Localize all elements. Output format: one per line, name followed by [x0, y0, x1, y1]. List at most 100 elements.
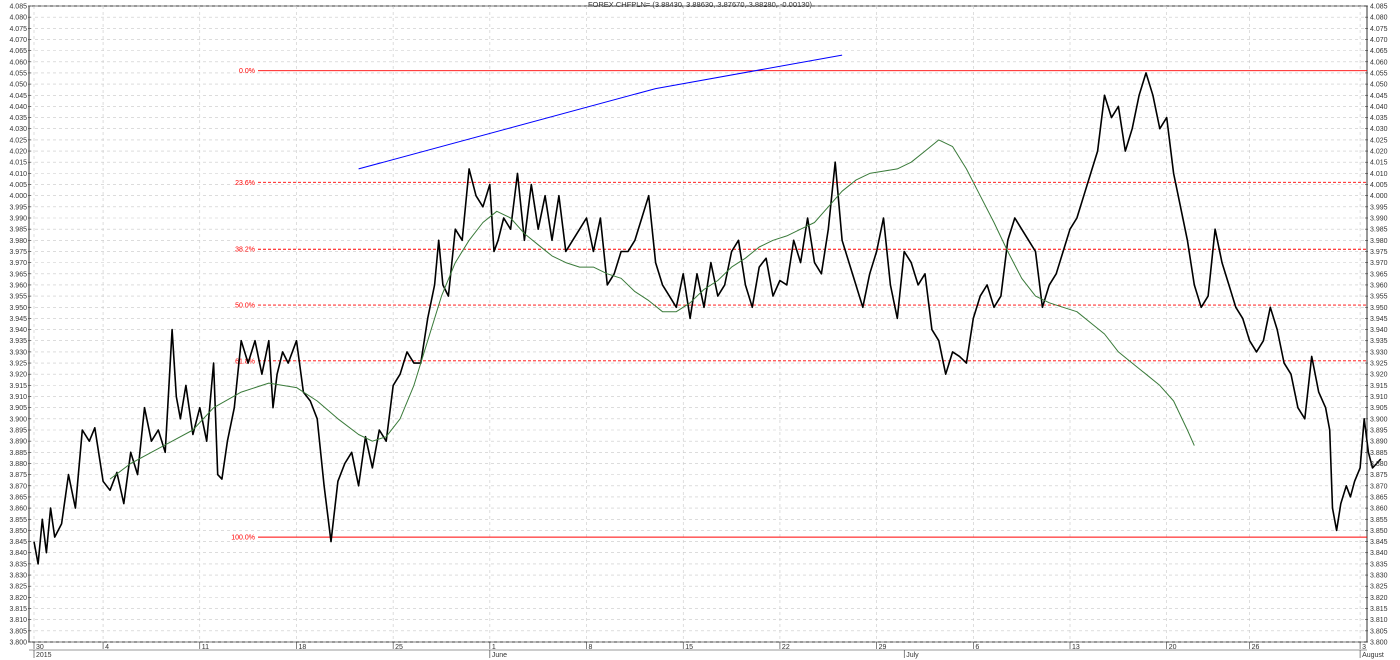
y-tick-label-right: 4.075 — [1370, 26, 1388, 33]
y-tick-label-right: 3.845 — [1370, 539, 1388, 546]
y-tick-label-right: 3.935 — [1370, 338, 1388, 345]
y-tick-label-left: 3.865 — [9, 494, 27, 501]
y-tick-label-left: 3.920 — [9, 372, 27, 379]
y-tick-label-left: 3.915 — [9, 383, 27, 390]
y-tick-label-right: 3.875 — [1370, 472, 1388, 479]
y-tick-label-left: 4.085 — [9, 4, 27, 11]
y-tick-label-left: 4.055 — [9, 70, 27, 77]
x-tick-label: 25 — [395, 644, 403, 651]
y-tick-label-right: 3.850 — [1370, 528, 1388, 535]
y-tick-label-left: 4.080 — [9, 15, 27, 22]
y-tick-label-left: 3.805 — [9, 628, 27, 635]
y-tick-label-left: 3.910 — [9, 394, 27, 401]
x-period-label: July — [906, 652, 919, 659]
y-tick-label-left: 3.960 — [9, 282, 27, 289]
y-tick-label-right: 3.900 — [1370, 416, 1388, 423]
y-tick-label-right: 4.010 — [1370, 171, 1388, 178]
y-tick-label-left: 3.905 — [9, 405, 27, 412]
x-tick-label: 15 — [685, 644, 693, 651]
y-tick-label-left: 3.870 — [9, 483, 27, 490]
y-tick-label-right: 4.015 — [1370, 160, 1388, 167]
x-tick-label: 13 — [1072, 644, 1080, 651]
y-tick-label-left: 3.845 — [9, 539, 27, 546]
chart-title: FOREX CHFPLN= (3.88430, 3.88630, 3.87670… — [588, 0, 813, 9]
y-tick-label-right: 3.800 — [1370, 640, 1388, 647]
fib-level-label: 23.6% — [235, 180, 255, 187]
y-tick-label-left: 4.040 — [9, 104, 27, 111]
y-tick-label-right: 3.810 — [1370, 617, 1388, 624]
y-tick-label-left: 3.890 — [9, 439, 27, 446]
y-tick-label-left: 3.855 — [9, 517, 27, 524]
x-tick-label: 3 — [1362, 644, 1366, 651]
y-tick-label-left: 4.035 — [9, 115, 27, 122]
y-tick-label-right: 3.920 — [1370, 372, 1388, 379]
y-tick-label-right: 4.055 — [1370, 70, 1388, 77]
y-tick-label-right: 3.915 — [1370, 383, 1388, 390]
y-tick-label-right: 3.975 — [1370, 249, 1388, 256]
y-tick-label-right: 3.940 — [1370, 327, 1388, 334]
y-tick-label-right: 4.020 — [1370, 149, 1388, 156]
y-tick-label-right: 4.085 — [1370, 4, 1388, 11]
y-tick-label-left: 3.900 — [9, 416, 27, 423]
y-tick-label-right: 4.030 — [1370, 126, 1388, 133]
y-tick-label-left: 4.075 — [9, 26, 27, 33]
plot-area — [28, 5, 1368, 643]
y-tick-label-left: 4.065 — [9, 48, 27, 55]
y-tick-label-left: 3.835 — [9, 561, 27, 568]
y-tick-label-right: 3.890 — [1370, 439, 1388, 446]
y-tick-label-left: 3.945 — [9, 316, 27, 323]
y-tick-label-right: 3.925 — [1370, 361, 1388, 368]
y-tick-label-right: 3.815 — [1370, 606, 1388, 613]
y-tick-label-right: 4.025 — [1370, 137, 1388, 144]
y-tick-label-left: 3.850 — [9, 528, 27, 535]
y-tick-label-left: 3.810 — [9, 617, 27, 624]
x-period-label: June — [492, 652, 507, 659]
series-line — [358, 54, 843, 170]
y-tick-label-right: 3.870 — [1370, 483, 1388, 490]
x-tick-label: 18 — [298, 644, 306, 651]
y-tick-label-right: 4.040 — [1370, 104, 1388, 111]
y-tick-label-right: 3.955 — [1370, 294, 1388, 301]
series-lines — [33, 54, 1382, 565]
y-tick-label-left: 3.860 — [9, 506, 27, 513]
y-tick-label-right: 4.005 — [1370, 182, 1388, 189]
y-tick-label-left: 3.800 — [9, 640, 27, 647]
y-tick-label-left: 3.970 — [9, 260, 27, 267]
x-tick-label: 4 — [105, 644, 109, 651]
y-tick-label-left: 3.940 — [9, 327, 27, 334]
y-tick-label-left: 3.995 — [9, 204, 27, 211]
fib-level-label: 50.0% — [235, 303, 255, 310]
y-tick-label-left: 4.045 — [9, 93, 27, 100]
y-tick-label-right: 3.860 — [1370, 506, 1388, 513]
y-tick-label-left: 3.830 — [9, 573, 27, 580]
y-tick-label-left: 4.050 — [9, 82, 27, 89]
y-tick-label-left: 3.935 — [9, 338, 27, 345]
y-tick-label-right: 4.060 — [1370, 59, 1388, 66]
y-tick-label-right: 3.960 — [1370, 282, 1388, 289]
y-tick-label-left: 4.030 — [9, 126, 27, 133]
y-tick-label-right: 3.805 — [1370, 628, 1388, 635]
y-tick-label-right: 3.835 — [1370, 561, 1388, 568]
grid — [29, 5, 1367, 643]
y-tick-label-left: 3.990 — [9, 216, 27, 223]
x-tick-label: 1 — [492, 644, 496, 651]
y-tick-label-left: 3.895 — [9, 428, 27, 435]
y-tick-label-left: 3.875 — [9, 472, 27, 479]
y-tick-label-left: 3.950 — [9, 305, 27, 312]
y-tick-label-left: 3.815 — [9, 606, 27, 613]
y-tick-label-left: 3.840 — [9, 550, 27, 557]
y-tick-label-right: 3.950 — [1370, 305, 1388, 312]
x-tick-label: 20 — [1169, 644, 1177, 651]
series-line — [109, 139, 1195, 480]
y-tick-label-left: 3.975 — [9, 249, 27, 256]
y-tick-label-right: 4.045 — [1370, 93, 1388, 100]
y-tick-label-left: 4.025 — [9, 137, 27, 144]
series-line — [33, 72, 1382, 565]
y-tick-label-left: 3.820 — [9, 595, 27, 602]
x-tick-label: 26 — [1252, 644, 1260, 651]
y-tick-label-left: 3.985 — [9, 227, 27, 234]
y-tick-label-left: 4.015 — [9, 160, 27, 167]
y-tick-label-left: 4.000 — [9, 193, 27, 200]
